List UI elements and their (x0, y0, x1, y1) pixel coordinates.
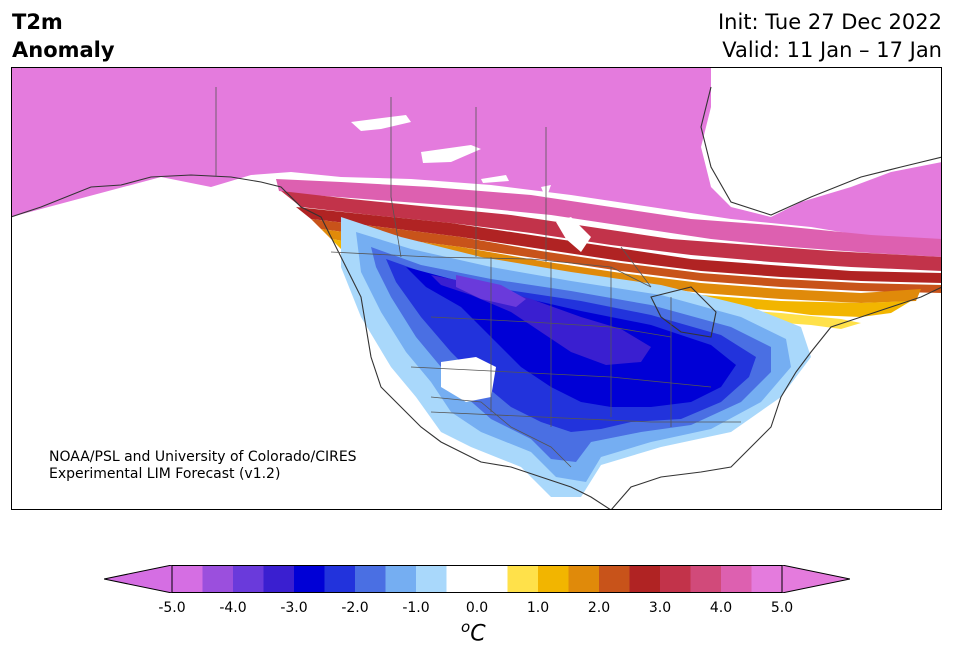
border-states-south (430, 411, 741, 423)
map-canvas (11, 67, 942, 510)
colorbar-segment (477, 565, 508, 593)
colorbar-tick-label: -1.0 (402, 600, 430, 616)
forecast-dates: Init: Tue 27 Dec 2022 Valid: 11 Jan – 17… (718, 8, 942, 64)
map-frame-border (11, 67, 942, 510)
colorbar-segment (599, 565, 630, 593)
credit-line-1: NOAA/PSL and University of Colorado/CIRE… (49, 449, 357, 465)
ice-patch-2 (421, 145, 481, 163)
colorbar-tick-label: -4.0 (219, 600, 247, 616)
anomaly-neutral-southwest (441, 357, 496, 402)
valid-range: Valid: 11 Jan – 17 Jan (722, 38, 942, 62)
colorbar-segment (538, 565, 569, 593)
colorbar-segment (416, 565, 447, 593)
colorbar-segment (172, 565, 203, 593)
ice-patch-3 (481, 175, 509, 183)
colorbar-segment (568, 565, 600, 593)
colorbar-border (171, 565, 783, 593)
hudson-bay-coastline (700, 86, 942, 216)
colorbar-segment (202, 565, 234, 593)
anomaly-region-warm-4-5 (276, 179, 942, 257)
init-date: Init: Tue 27 Dec 2022 (717, 10, 942, 34)
colorbar-unit: oC (461, 618, 486, 646)
colorbar-tick-label: 0.0 (465, 600, 489, 616)
colorbar-over-arrow (781, 565, 850, 593)
neutral-patches (351, 67, 942, 252)
colorbar-segment (690, 565, 722, 593)
credit-text: NOAA/PSL and University of Colorado/CIRE… (49, 449, 357, 483)
colorbar-segment (355, 565, 386, 593)
colorbar-tick-label: -5.0 (158, 600, 186, 616)
colorbar-segment (660, 565, 691, 593)
border-states-vertical (490, 257, 672, 427)
colorbar-under-arrow (104, 565, 173, 593)
colorbar-tick-label: 4.0 (709, 600, 733, 616)
colorbar-segment (751, 565, 783, 593)
title-line-2: Anomaly (12, 38, 115, 62)
credit-line-2: Experimental LIM Forecast (v1.2) (49, 466, 281, 482)
title-line-1: T2m (12, 10, 63, 34)
ice-patch-1 (351, 115, 411, 131)
border-states-north (430, 316, 672, 338)
anomaly-map (11, 67, 942, 510)
pacific-coastline (11, 174, 612, 510)
colorbar-segment (233, 565, 264, 593)
colorbar-segment (263, 565, 295, 593)
border-bc-alberta (390, 97, 402, 258)
map-title: T2m Anomaly (12, 8, 115, 64)
border-ontario (620, 246, 652, 288)
border-states-central (410, 366, 712, 388)
political-borders (215, 87, 741, 468)
colorbar-segment (294, 565, 325, 593)
anomaly-region-warm-3 (296, 207, 942, 283)
ice-patch-4 (556, 217, 591, 252)
colorbar-segment (324, 565, 356, 593)
border-us-canada (330, 251, 652, 288)
colorbar-segment (507, 565, 539, 593)
anomaly-region-warm-1-5 (331, 239, 911, 317)
colorbar-tick-label: 5.0 (770, 600, 794, 616)
colorbar-segment (721, 565, 752, 593)
unit-letter: C (470, 621, 486, 647)
hudson-bay-neutral (701, 67, 942, 217)
anomaly-region-warm-3-5 (281, 191, 942, 271)
anomaly-region-warm-2-5 (311, 219, 942, 293)
colorbar-segment (629, 565, 661, 593)
colorbar (104, 565, 850, 593)
colorbar-tick-label: 3.0 (648, 600, 672, 616)
colorbar-tick-label: -3.0 (280, 600, 308, 616)
border-us-mexico (430, 396, 572, 468)
colorbar-segment (385, 565, 417, 593)
colorbar-segment (446, 565, 478, 593)
anomaly-fill (11, 67, 942, 497)
great-lakes-outline (650, 286, 717, 338)
unit-degree: o (461, 618, 471, 636)
colorbar-tick-label: -2.0 (341, 600, 369, 616)
colorbar-tick-label: 2.0 (587, 600, 611, 616)
coastlines (11, 67, 942, 510)
atlantic-coastline (610, 286, 942, 510)
anomaly-region-warm-5 (11, 67, 942, 242)
anomaly-region-warm-2 (321, 229, 921, 303)
colorbar-tick-label: 1.0 (526, 600, 550, 616)
